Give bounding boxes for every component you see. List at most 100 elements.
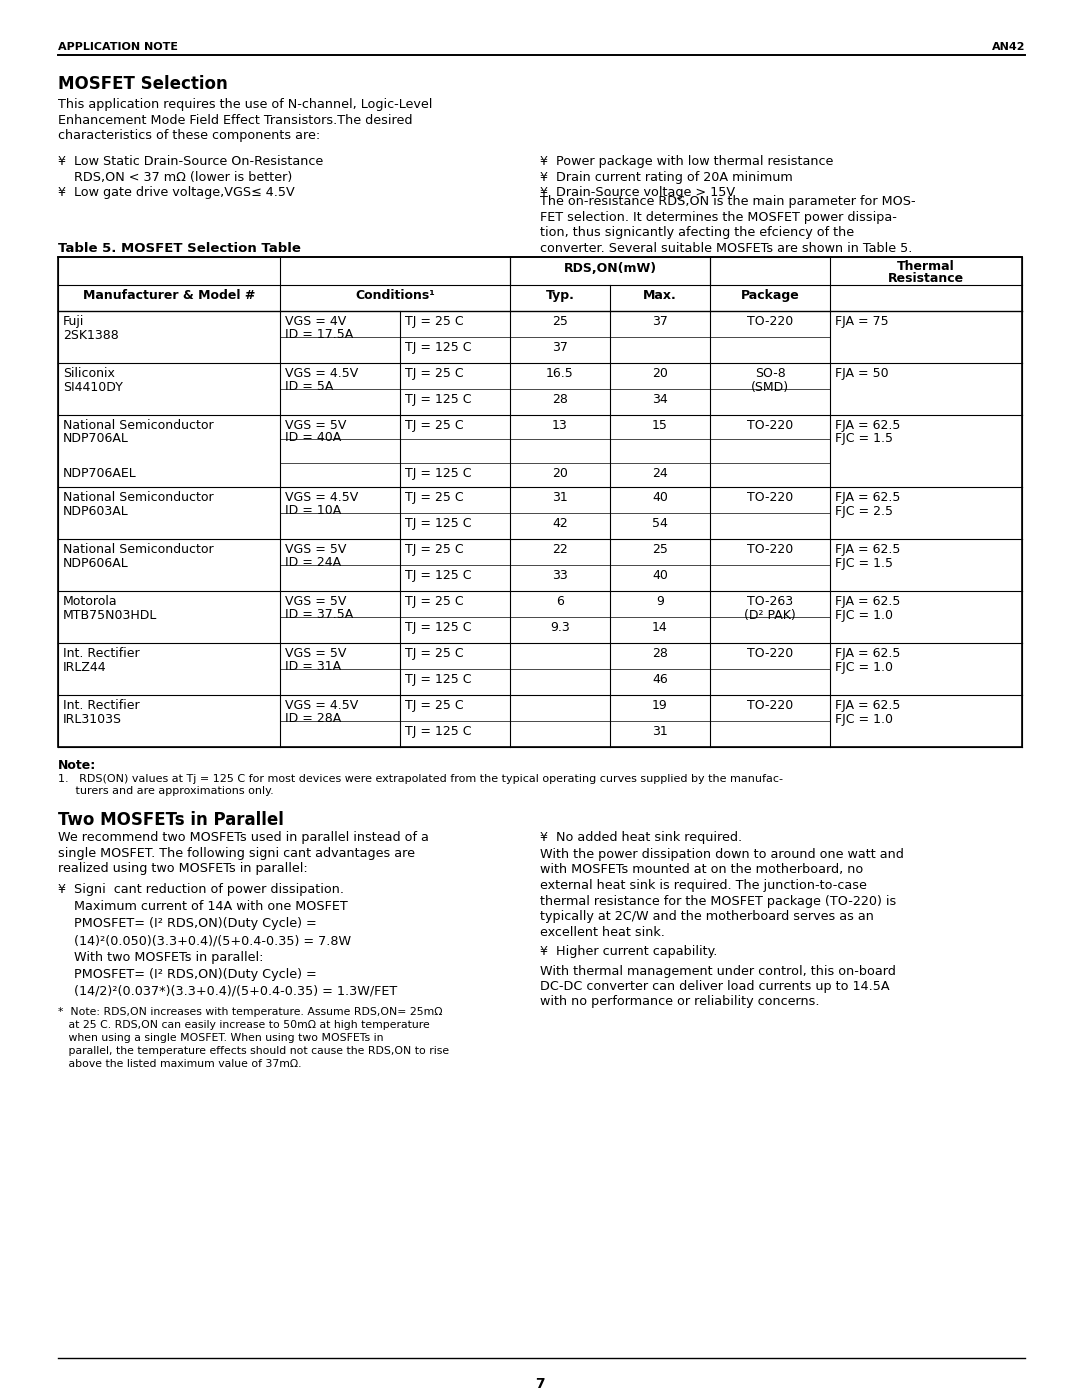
Text: Table 5. MOSFET Selection Table: Table 5. MOSFET Selection Table — [58, 242, 301, 256]
Text: tion, thus signicantly afecting the efciency of the: tion, thus signicantly afecting the efci… — [540, 226, 854, 239]
Text: 1.   RDS(ON) values at Tj = 125 C for most devices were extrapolated from the ty: 1. RDS(ON) values at Tj = 125 C for most… — [58, 774, 783, 784]
Text: TJ = 25 C: TJ = 25 C — [405, 419, 463, 432]
Text: with MOSFETs mounted at on the motherboard, no: with MOSFETs mounted at on the motherboa… — [540, 863, 863, 876]
Text: ¥  Low Static Drain-Source On-Resistance: ¥ Low Static Drain-Source On-Resistance — [58, 155, 323, 168]
Text: NDP706AEL: NDP706AEL — [63, 467, 137, 481]
Text: typically at 2C/W and the motherboard serves as an: typically at 2C/W and the motherboard se… — [540, 909, 874, 923]
Text: FJA = 62.5: FJA = 62.5 — [835, 595, 901, 608]
Text: 25: 25 — [552, 314, 568, 328]
Text: TJ = 25 C: TJ = 25 C — [405, 314, 463, 328]
Text: Siliconix: Siliconix — [63, 367, 114, 380]
Text: ¥  Drain current rating of 20A minimum: ¥ Drain current rating of 20A minimum — [540, 170, 793, 183]
Text: VGS = 5V: VGS = 5V — [285, 419, 347, 432]
Text: excellent heat sink.: excellent heat sink. — [540, 925, 665, 939]
Text: ID = 24A: ID = 24A — [285, 556, 341, 569]
Text: Two MOSFETs in Parallel: Two MOSFETs in Parallel — [58, 812, 284, 828]
Text: VGS = 4.5V: VGS = 4.5V — [285, 490, 359, 504]
Text: (14/2)²(0.037*)(3.3+0.4)/(5+0.4-0.35) = 1.3W/FET: (14/2)²(0.037*)(3.3+0.4)/(5+0.4-0.35) = … — [58, 985, 397, 997]
Text: 15: 15 — [652, 419, 667, 432]
Text: DC-DC converter can deliver load currents up to 14.5A: DC-DC converter can deliver load current… — [540, 981, 890, 993]
Text: Note:: Note: — [58, 759, 96, 773]
Text: 46: 46 — [652, 673, 667, 686]
Text: with no performance or reliability concerns.: with no performance or reliability conce… — [540, 996, 820, 1009]
Text: 20: 20 — [652, 367, 667, 380]
Text: FJC = 1.0: FJC = 1.0 — [835, 609, 893, 622]
Text: National Semiconductor: National Semiconductor — [63, 490, 214, 504]
Text: 16.5: 16.5 — [546, 367, 573, 380]
Text: ¥  Signi  cant reduction of power dissipation.: ¥ Signi cant reduction of power dissipat… — [58, 883, 345, 895]
Text: ¥  Power package with low thermal resistance: ¥ Power package with low thermal resista… — [540, 155, 834, 168]
Text: VGS = 5V: VGS = 5V — [285, 543, 347, 556]
Text: TJ = 125 C: TJ = 125 C — [405, 622, 472, 634]
Text: 28: 28 — [652, 647, 667, 659]
Text: Typ.: Typ. — [545, 289, 575, 302]
Text: NDP706AL: NDP706AL — [63, 432, 129, 446]
Text: VGS = 4.5V: VGS = 4.5V — [285, 698, 359, 712]
Text: FJC = 1.0: FJC = 1.0 — [835, 661, 893, 673]
Text: TJ = 25 C: TJ = 25 C — [405, 367, 463, 380]
Text: Fuji: Fuji — [63, 314, 84, 328]
Text: FJA = 62.5: FJA = 62.5 — [835, 543, 901, 556]
Text: With the power dissipation down to around one watt and: With the power dissipation down to aroun… — [540, 848, 904, 861]
Text: Int. Rectifier: Int. Rectifier — [63, 698, 139, 712]
Text: TJ = 125 C: TJ = 125 C — [405, 569, 472, 583]
Text: MOSFET Selection: MOSFET Selection — [58, 75, 228, 94]
Text: ID = 28A: ID = 28A — [285, 712, 341, 725]
Text: VGS = 4V: VGS = 4V — [285, 314, 347, 328]
Text: Int. Rectifier: Int. Rectifier — [63, 647, 139, 659]
Text: 54: 54 — [652, 517, 667, 529]
Bar — [58, 257, 1022, 747]
Text: ID = 10A: ID = 10A — [285, 504, 341, 517]
Text: VGS = 4.5V: VGS = 4.5V — [285, 367, 359, 380]
Text: National Semiconductor: National Semiconductor — [63, 419, 214, 432]
Text: 7: 7 — [536, 1377, 544, 1391]
Text: (SMD): (SMD) — [751, 381, 789, 394]
Text: RDS,ON(mW): RDS,ON(mW) — [564, 263, 657, 275]
Text: FET selection. It determines the MOSFET power dissipa-: FET selection. It determines the MOSFET … — [540, 211, 896, 224]
Text: SI4410DY: SI4410DY — [63, 381, 123, 394]
Text: SO-8: SO-8 — [755, 367, 785, 380]
Text: AN42: AN42 — [991, 42, 1025, 52]
Text: 9: 9 — [656, 595, 664, 608]
Text: when using a single MOSFET. When using two MOSFETs in: when using a single MOSFET. When using t… — [58, 1032, 383, 1044]
Text: FJA = 75: FJA = 75 — [835, 314, 889, 328]
Text: Maximum current of 14A with one MOSFET: Maximum current of 14A with one MOSFET — [58, 900, 348, 914]
Text: ¥  Drain-Source voltage > 15V: ¥ Drain-Source voltage > 15V — [540, 186, 735, 198]
Text: TO-220: TO-220 — [747, 647, 793, 659]
Text: Resistance: Resistance — [888, 272, 964, 285]
Text: IRL3103S: IRL3103S — [63, 712, 122, 726]
Text: Thermal: Thermal — [897, 260, 955, 272]
Text: Conditions¹: Conditions¹ — [355, 289, 435, 302]
Text: 31: 31 — [652, 725, 667, 738]
Text: 28: 28 — [552, 393, 568, 407]
Text: 9.3: 9.3 — [550, 622, 570, 634]
Text: ID = 40A: ID = 40A — [285, 432, 341, 444]
Text: 6: 6 — [556, 595, 564, 608]
Text: at 25 C. RDS,ON can easily increase to 50mΩ at high temperature: at 25 C. RDS,ON can easily increase to 5… — [58, 1020, 430, 1030]
Text: TJ = 125 C: TJ = 125 C — [405, 725, 472, 738]
Text: above the listed maximum value of 37mΩ.: above the listed maximum value of 37mΩ. — [58, 1059, 301, 1069]
Text: VGS = 5V: VGS = 5V — [285, 595, 347, 608]
Text: TJ = 25 C: TJ = 25 C — [405, 595, 463, 608]
Text: The on-resistance RDS,ON is the main parameter for MOS-: The on-resistance RDS,ON is the main par… — [540, 196, 916, 208]
Text: 34: 34 — [652, 393, 667, 407]
Text: ID = 31A: ID = 31A — [285, 659, 341, 673]
Text: 20: 20 — [552, 467, 568, 481]
Text: TJ = 125 C: TJ = 125 C — [405, 673, 472, 686]
Text: TO-220: TO-220 — [747, 314, 793, 328]
Text: ID = 5A: ID = 5A — [285, 380, 334, 393]
Text: MTB75N03HDL: MTB75N03HDL — [63, 609, 158, 622]
Text: thermal resistance for the MOSFET package (TO-220) is: thermal resistance for the MOSFET packag… — [540, 894, 896, 908]
Text: 42: 42 — [552, 517, 568, 529]
Text: TO-220: TO-220 — [747, 543, 793, 556]
Text: ¥  No added heat sink required.: ¥ No added heat sink required. — [540, 831, 742, 844]
Text: FJA = 62.5: FJA = 62.5 — [835, 490, 901, 504]
Text: (D² PAK): (D² PAK) — [744, 609, 796, 622]
Text: Enhancement Mode Field Effect Transistors.The desired: Enhancement Mode Field Effect Transistor… — [58, 113, 413, 127]
Text: ID = 37.5A: ID = 37.5A — [285, 608, 353, 622]
Text: FJA = 62.5: FJA = 62.5 — [835, 698, 901, 712]
Text: ID = 17.5A: ID = 17.5A — [285, 328, 353, 341]
Text: 14: 14 — [652, 622, 667, 634]
Text: RDS,ON < 37 mΩ (lower is better): RDS,ON < 37 mΩ (lower is better) — [58, 170, 293, 183]
Text: VGS = 5V: VGS = 5V — [285, 647, 347, 659]
